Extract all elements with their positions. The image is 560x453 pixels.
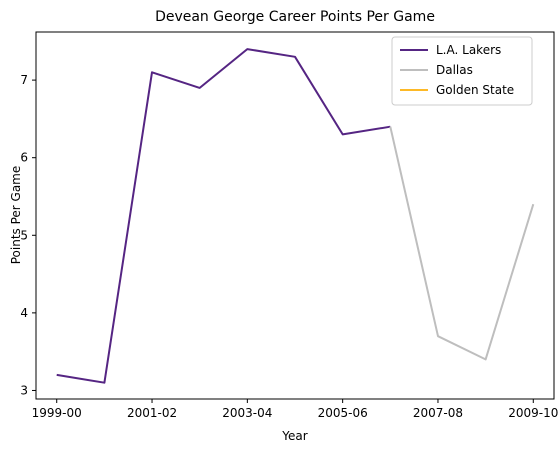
legend-box xyxy=(391,36,533,106)
plot-area xyxy=(56,48,535,384)
chart-title: Devean George Career Points Per Game xyxy=(155,9,435,25)
x-tick-label: 2003-04 xyxy=(222,406,272,420)
y-tick-label: 6 xyxy=(20,151,28,165)
x-tick-label: 2007-08 xyxy=(413,406,463,420)
legend-label: Dallas xyxy=(436,63,473,77)
y-tick-label: 3 xyxy=(20,383,28,397)
series-line-1 xyxy=(389,126,535,361)
y-axis: 3 4 5 6 7 xyxy=(20,73,36,397)
y-tick-label: 7 xyxy=(20,73,28,87)
x-axis: 1999-00 2001-02 2003-04 2005-06 2007-08 2009-… xyxy=(32,399,558,420)
x-tick-label: 2001-02 xyxy=(127,406,177,420)
y-axis-title: Points Per Game xyxy=(9,166,23,265)
x-axis-title: Year xyxy=(281,429,307,443)
y-tick-label: 4 xyxy=(20,306,28,320)
plot-frame xyxy=(35,31,555,400)
x-tick-label: 2009-10 xyxy=(508,406,558,420)
legend: L.A. Lakers Dallas Golden State xyxy=(391,36,533,106)
x-tick-label: 1999-00 xyxy=(32,406,82,420)
x-tick-label: 2005-06 xyxy=(318,406,368,420)
series-line-0 xyxy=(56,48,391,384)
legend-label: Golden State xyxy=(436,83,514,97)
legend-label: L.A. Lakers xyxy=(436,43,501,57)
y-tick-label: 5 xyxy=(20,228,28,242)
